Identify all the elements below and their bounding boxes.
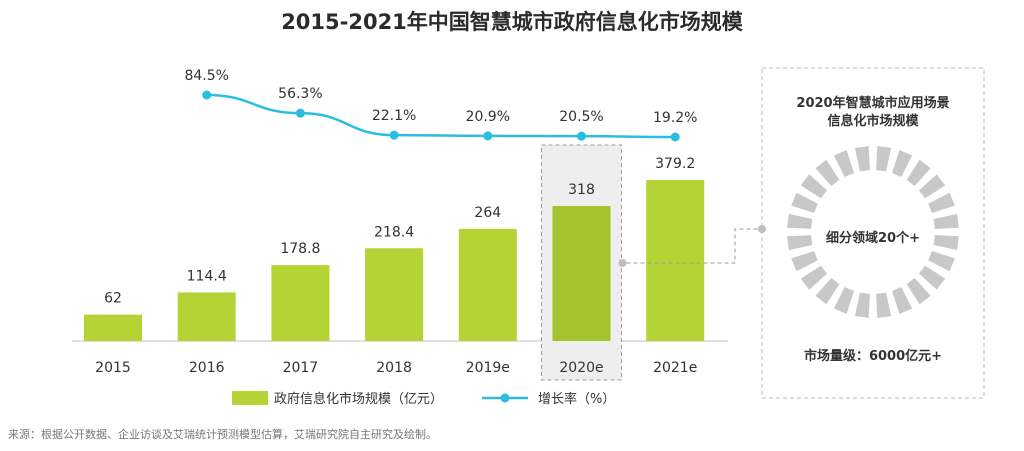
- ring-segment: [787, 213, 813, 229]
- ring-segment: [815, 277, 840, 305]
- growth-rate-line: [206, 93, 676, 139]
- bar-value-label: 178.8: [280, 241, 320, 257]
- growth-rate-label: 56.3%: [278, 86, 322, 102]
- bar-value-label: 318: [568, 182, 595, 198]
- ring-segment: [918, 174, 946, 199]
- growth-rate-point: [483, 131, 493, 141]
- side-panel-title-line1: 2020年智慧城市应用场景: [796, 96, 950, 111]
- ring-segment: [892, 150, 913, 177]
- growth-rate-label: 20.5%: [559, 109, 603, 125]
- legend-bar-swatch: [232, 391, 268, 405]
- bar: [365, 248, 424, 341]
- x-tick-label: 2016: [189, 360, 225, 376]
- ring-segment: [918, 265, 946, 290]
- connector-line: [626, 228, 762, 264]
- x-tick-label: 2018: [376, 360, 412, 376]
- growth-rate-label: 84.5%: [184, 68, 228, 84]
- ring-segment: [800, 174, 828, 199]
- ring-segment: [892, 287, 913, 314]
- bar-value-label: 62: [104, 291, 122, 307]
- ring-segment: [800, 265, 828, 290]
- growth-rate-point: [202, 90, 212, 100]
- x-tick-label: 2019e: [466, 360, 510, 376]
- bar: [84, 314, 142, 341]
- ring-segment: [815, 159, 840, 187]
- ring-segment: [787, 235, 813, 251]
- x-tick-label: 2015: [95, 360, 131, 376]
- x-tick-label: 2021e: [653, 360, 697, 376]
- ring-segment: [791, 251, 818, 272]
- growth-rate-label: 22.1%: [372, 108, 416, 124]
- connector-dot: [758, 225, 766, 233]
- growth-rate-point: [389, 130, 399, 140]
- bar: [458, 228, 517, 341]
- ring-segment: [854, 292, 870, 318]
- legend-line-label: 增长率（%）: [538, 391, 615, 407]
- legend-line-marker: [500, 393, 510, 403]
- bar-value-label: 114.4: [187, 268, 227, 284]
- growth-rate-point: [670, 132, 680, 142]
- ring-segment: [906, 159, 931, 187]
- ring-segment: [933, 235, 959, 251]
- growth-rate-label: 20.9%: [466, 109, 510, 125]
- legend-bar-label: 政府信息化市场规模（亿元）: [274, 391, 443, 407]
- ring-segment: [791, 192, 818, 213]
- side-panel-center-text: 细分领域20个+: [826, 231, 920, 246]
- bar-value-label: 379.2: [655, 156, 695, 172]
- growth-rate-label: 19.2%: [653, 110, 697, 126]
- connector-dot: [618, 259, 627, 267]
- growth-rate-point: [577, 131, 586, 141]
- bar-value-label: 264: [474, 205, 501, 221]
- ring-segment: [876, 146, 892, 172]
- ring-segment: [876, 292, 892, 318]
- ring-segment: [833, 287, 854, 314]
- bar: [177, 292, 236, 341]
- x-tick-label: 2017: [283, 360, 319, 376]
- x-tick-label: 2020e: [559, 360, 603, 376]
- ring-segment: [928, 192, 955, 213]
- bar-value-label: 218.4: [374, 224, 414, 240]
- chart-title: 2015-2021年中国智慧城市政府信息化市场规模: [281, 10, 743, 34]
- source-note: 来源：根据公开数据、企业访谈及艾瑞统计预测模型估算，艾瑞研究院自主研究及绘制。: [8, 428, 437, 441]
- bar: [271, 265, 330, 341]
- side-panel-bottom-text: 市场量级：6000亿元+: [803, 349, 943, 364]
- ring-segment: [906, 277, 931, 305]
- bar: [646, 180, 705, 341]
- ring-segment: [928, 251, 955, 272]
- ring-segment: [854, 146, 870, 172]
- ring-segment: [833, 150, 854, 177]
- growth-rate-point: [295, 108, 305, 118]
- ring-segment: [933, 213, 959, 229]
- side-panel-box: [761, 67, 985, 399]
- side-panel-title-line2: 信息化市场规模: [827, 114, 919, 129]
- bar: [552, 205, 611, 341]
